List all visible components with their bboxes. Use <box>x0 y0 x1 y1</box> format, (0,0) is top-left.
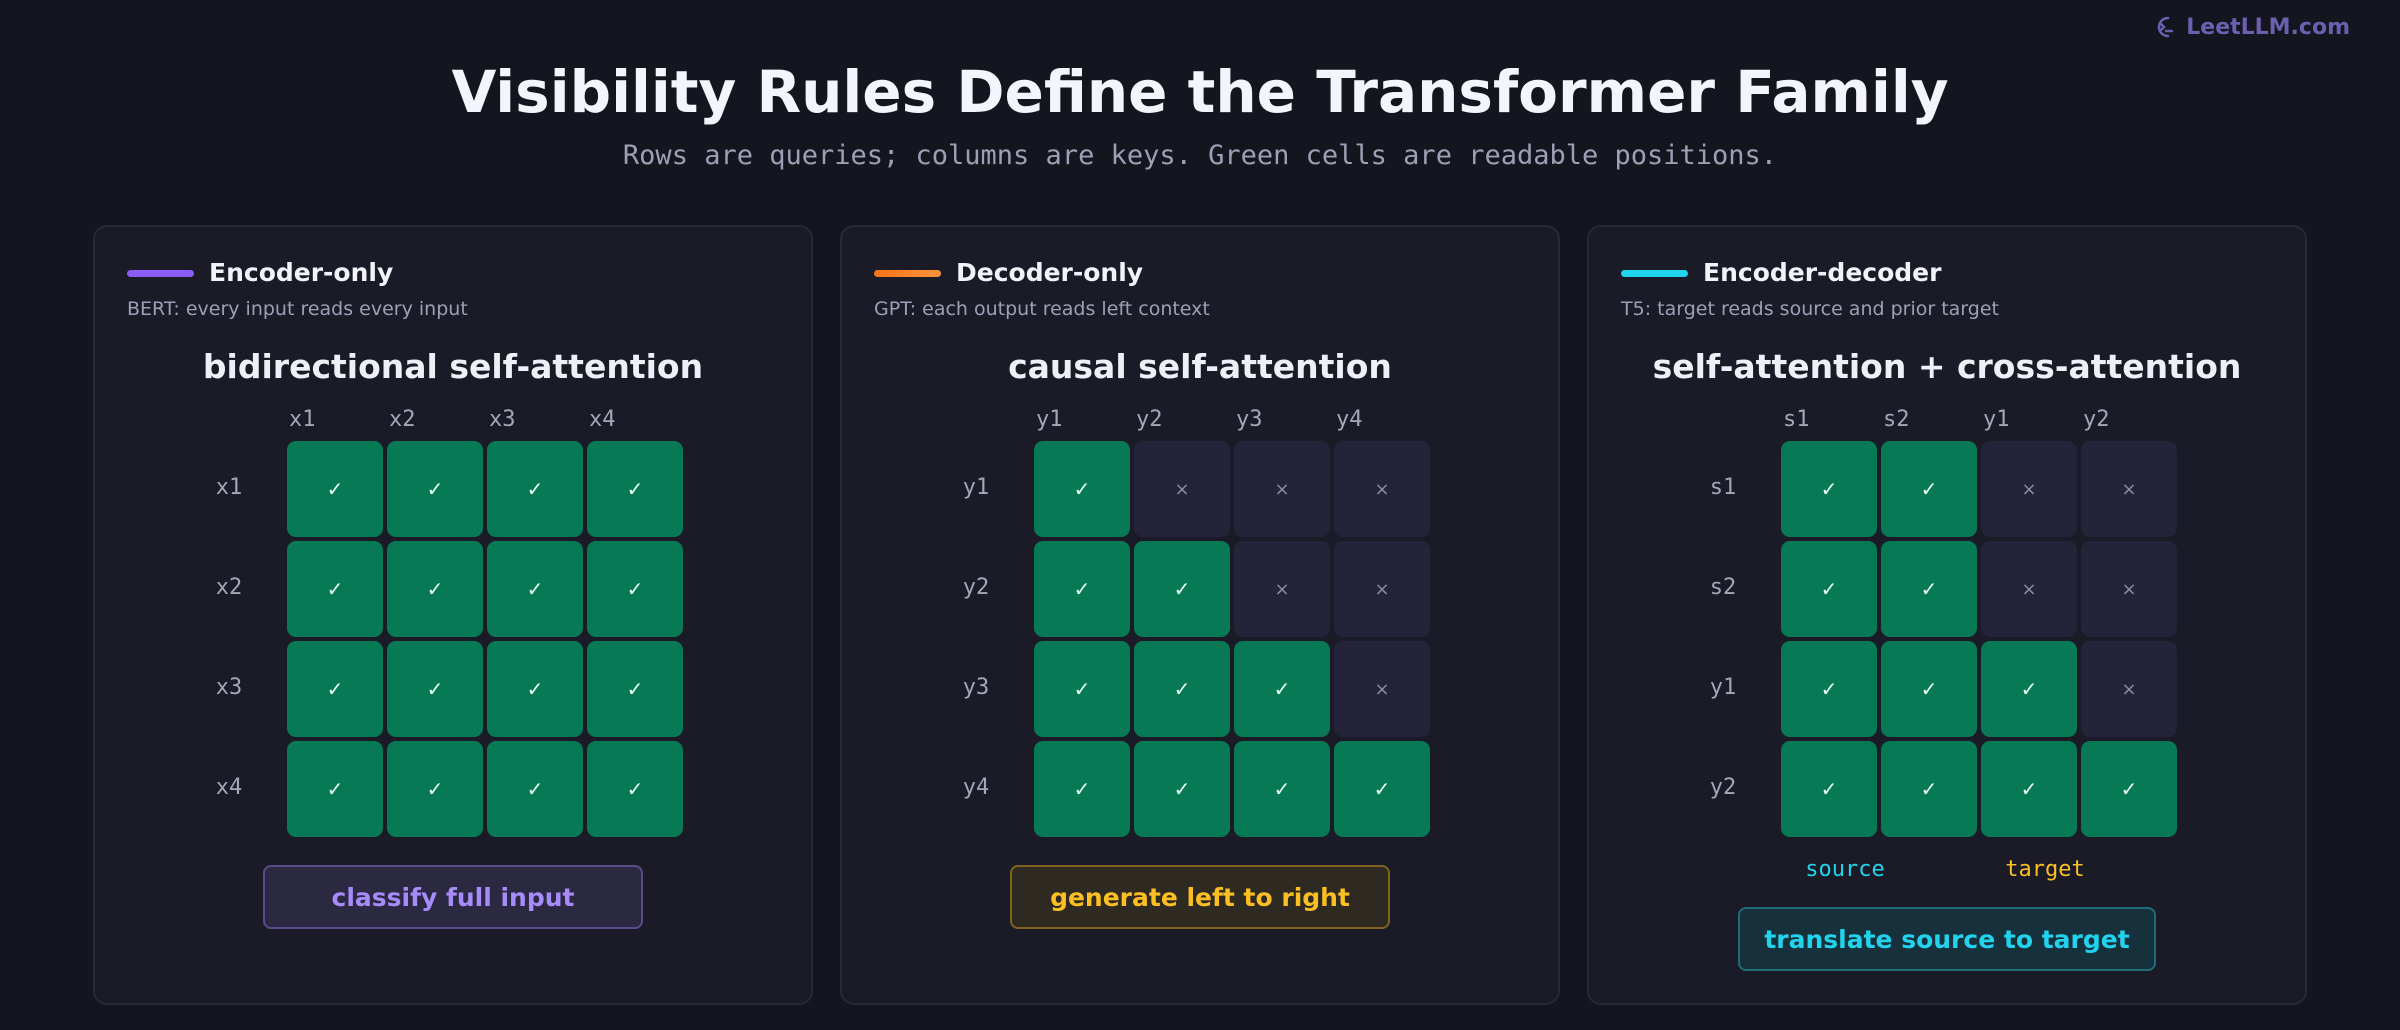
subtitle: Rows are queries; columns are keys. Gree… <box>622 140 1778 171</box>
cell: × <box>1234 441 1330 537</box>
action-button[interactable]: generate left to right <box>1010 865 1390 929</box>
cell: ✓ <box>387 741 483 837</box>
panel-subtitle: BERT: every input reads every input <box>127 298 468 320</box>
cell: ✓ <box>2081 741 2177 837</box>
cell: ✓ <box>587 441 683 537</box>
title: Visibility Rules Define the Transformer … <box>451 58 1949 126</box>
panel: Encoder-decoder T5: target reads source a… <box>1587 225 2307 1005</box>
cell: × <box>1234 541 1330 637</box>
cell: ✓ <box>1134 541 1230 637</box>
panel-title: Encoder-only <box>209 258 394 287</box>
cell: ✓ <box>1234 641 1330 737</box>
panel-heading: causal self-attention <box>1008 347 1392 386</box>
cell: ✓ <box>1981 641 2077 737</box>
column-label: x2 <box>389 407 416 432</box>
row-label: y3 <box>962 675 990 700</box>
action-button[interactable]: translate source to target <box>1738 907 2156 971</box>
cell: ✓ <box>1881 741 1977 837</box>
panel: Encoder-only BERT: every input reads ever… <box>93 225 813 1005</box>
cell: ✓ <box>487 441 583 537</box>
cell: ✓ <box>387 641 483 737</box>
cell: ✓ <box>1881 641 1977 737</box>
row-label: y1 <box>1709 675 1737 700</box>
panel-subtitle: T5: target reads source and prior target <box>1621 298 1999 320</box>
cell: ✓ <box>1034 441 1130 537</box>
row-label: x2 <box>215 575 243 600</box>
action-button[interactable]: classify full input <box>263 865 643 929</box>
cell: × <box>1981 541 2077 637</box>
column-label: s1 <box>1783 407 1810 432</box>
cell: ✓ <box>1234 741 1330 837</box>
row-label: y4 <box>962 775 990 800</box>
cell: ✓ <box>287 741 383 837</box>
cell: ✓ <box>287 641 383 737</box>
cell: ✓ <box>1781 541 1877 637</box>
panel: Decoder-only GPT: each output reads left … <box>840 225 1560 1005</box>
accent-bar <box>127 270 194 277</box>
row-label: y2 <box>1709 775 1737 800</box>
group-label: source <box>1805 857 1885 882</box>
cell: ✓ <box>1781 441 1877 537</box>
cell: ✓ <box>1034 541 1130 637</box>
cell: ✓ <box>1781 741 1877 837</box>
row-label: x1 <box>215 475 243 500</box>
column-label: x4 <box>589 407 616 432</box>
cell: × <box>1134 441 1230 537</box>
row-label: y1 <box>962 475 990 500</box>
brand-icon <box>2158 16 2174 38</box>
accent-bar <box>1621 270 1688 277</box>
cell: ✓ <box>1981 741 2077 837</box>
panel-title: Decoder-only <box>956 258 1144 287</box>
row-label: x3 <box>215 675 243 700</box>
cell: ✓ <box>1781 641 1877 737</box>
column-label: s2 <box>1883 407 1910 432</box>
cell: ✓ <box>1034 741 1130 837</box>
cell: ✓ <box>1134 741 1230 837</box>
cell: × <box>1334 641 1430 737</box>
cell: ✓ <box>487 741 583 837</box>
cell: ✓ <box>1881 441 1977 537</box>
cell: ✓ <box>487 641 583 737</box>
panel-subtitle: GPT: each output reads left context <box>874 298 1210 320</box>
panel-heading: bidirectional self-attention <box>202 347 704 386</box>
row-label: s1 <box>1709 475 1737 500</box>
cell: × <box>1334 441 1430 537</box>
cell: ✓ <box>1881 541 1977 637</box>
panel-title: Encoder-decoder <box>1703 258 1942 287</box>
cell: ✓ <box>587 641 683 737</box>
cell: ✓ <box>1034 641 1130 737</box>
brand-text[interactable]: LeetLLM.com <box>2186 14 2350 40</box>
cell: ✓ <box>387 441 483 537</box>
panel-heading: self-attention + cross-attention <box>1652 347 2242 386</box>
column-label: y1 <box>1036 407 1063 432</box>
cell: × <box>1981 441 2077 537</box>
column-label: x1 <box>289 407 316 432</box>
column-label: y3 <box>1236 407 1263 432</box>
accent-bar <box>874 270 941 277</box>
cell: ✓ <box>587 541 683 637</box>
cell: ✓ <box>287 441 383 537</box>
column-label: x3 <box>489 407 516 432</box>
column-label: y4 <box>1336 407 1363 432</box>
row-label: y2 <box>962 575 990 600</box>
row-label: x4 <box>215 775 243 800</box>
row-label: s2 <box>1709 575 1737 600</box>
cell: ✓ <box>287 541 383 637</box>
cell: ✓ <box>487 541 583 637</box>
cell: × <box>1334 541 1430 637</box>
cell: ✓ <box>1334 741 1430 837</box>
cell: × <box>2081 541 2177 637</box>
cell: ✓ <box>387 541 483 637</box>
cell: ✓ <box>587 741 683 837</box>
cell: × <box>2081 641 2177 737</box>
column-label: y2 <box>1136 407 1163 432</box>
column-label: y2 <box>2083 407 2110 432</box>
column-label: y1 <box>1983 407 2010 432</box>
brand[interactable]: LeetLLM.com <box>2152 14 2350 40</box>
cell: × <box>2081 441 2177 537</box>
group-label: target <box>2005 857 2085 882</box>
cell: ✓ <box>1134 641 1230 737</box>
